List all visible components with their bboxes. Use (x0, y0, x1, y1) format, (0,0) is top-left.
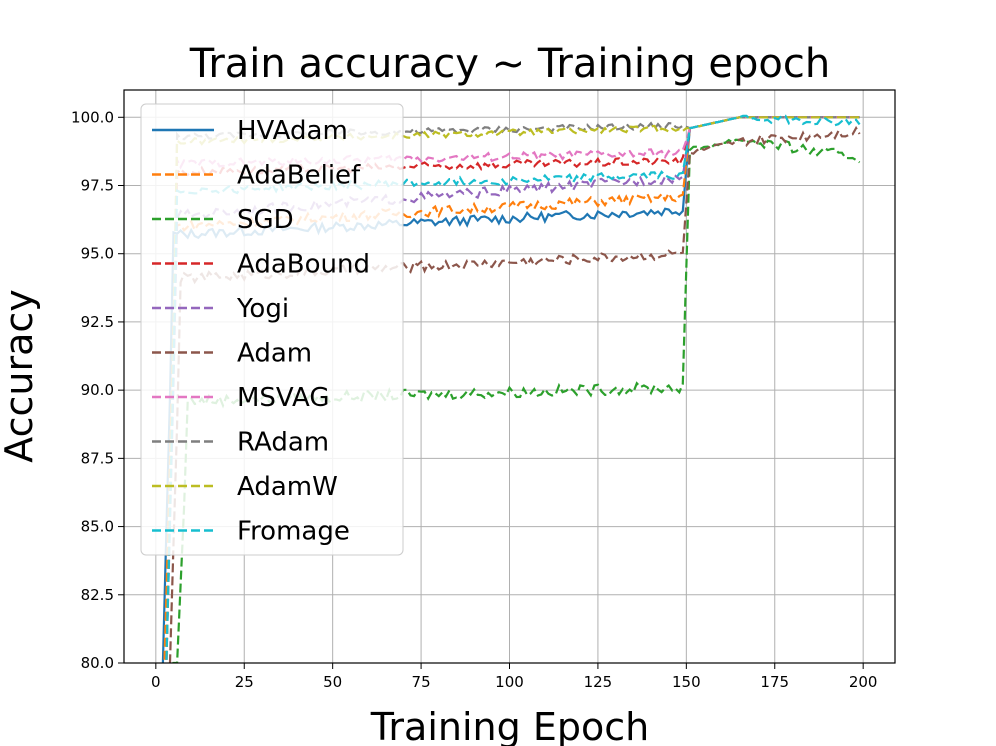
x-axis-ticks: 0 25 50 75 100 125 150 175 200 (151, 663, 877, 691)
legend-label: SGD (237, 205, 294, 235)
x-tick-label: 150 (672, 673, 701, 691)
y-tick-label: 85.0 (81, 518, 114, 536)
y-tick-label: 87.5 (81, 449, 114, 467)
legend-label: RAdam (237, 428, 329, 458)
y-tick-label: 82.5 (81, 586, 114, 604)
y-tick-label: 95.0 (81, 245, 114, 263)
y-tick-label: 80.0 (81, 654, 114, 672)
legend-label: Yogi (236, 294, 289, 324)
legend-label: AdamW (237, 472, 338, 502)
x-tick-label: 100 (495, 673, 524, 691)
legend-label: AdaBound (237, 250, 370, 280)
legend-label: Adam (237, 339, 312, 369)
y-tick-label: 97.5 (81, 177, 114, 195)
legend-label: HVAdam (237, 116, 348, 146)
x-tick-label: 200 (849, 673, 878, 691)
series-line-adam (168, 125, 861, 663)
legend-label: AdaBelief (237, 161, 361, 191)
x-tick-label: 125 (584, 673, 613, 691)
x-tick-label: 0 (151, 673, 161, 691)
y-tick-label: 100.0 (71, 108, 114, 126)
y-axis-ticks: 80.0 82.5 85.0 87.5 90.0 92.5 95.0 97.5 100.0 (71, 108, 124, 672)
series-line-adabound (165, 116, 860, 663)
series-line-fromage (165, 114, 861, 663)
y-tick-label: 90.0 (81, 381, 114, 399)
legend-label: Fromage (237, 517, 350, 547)
legend-label: MSVAG (237, 383, 330, 413)
x-axis-label: Training Epoch (370, 705, 649, 746)
x-tick-label: 75 (412, 673, 431, 691)
x-tick-label: 50 (323, 673, 342, 691)
y-axis-label: Accuracy (0, 289, 41, 463)
x-tick-label: 175 (760, 673, 789, 691)
y-tick-label: 92.5 (81, 313, 114, 331)
legend: HVAdam AdaBelief SGD AdaBound Yogi Adam MSVAG R… (140, 103, 404, 556)
x-tick-label: 25 (235, 673, 254, 691)
chart-title: Train accuracy ~ Training epoch (189, 41, 830, 87)
